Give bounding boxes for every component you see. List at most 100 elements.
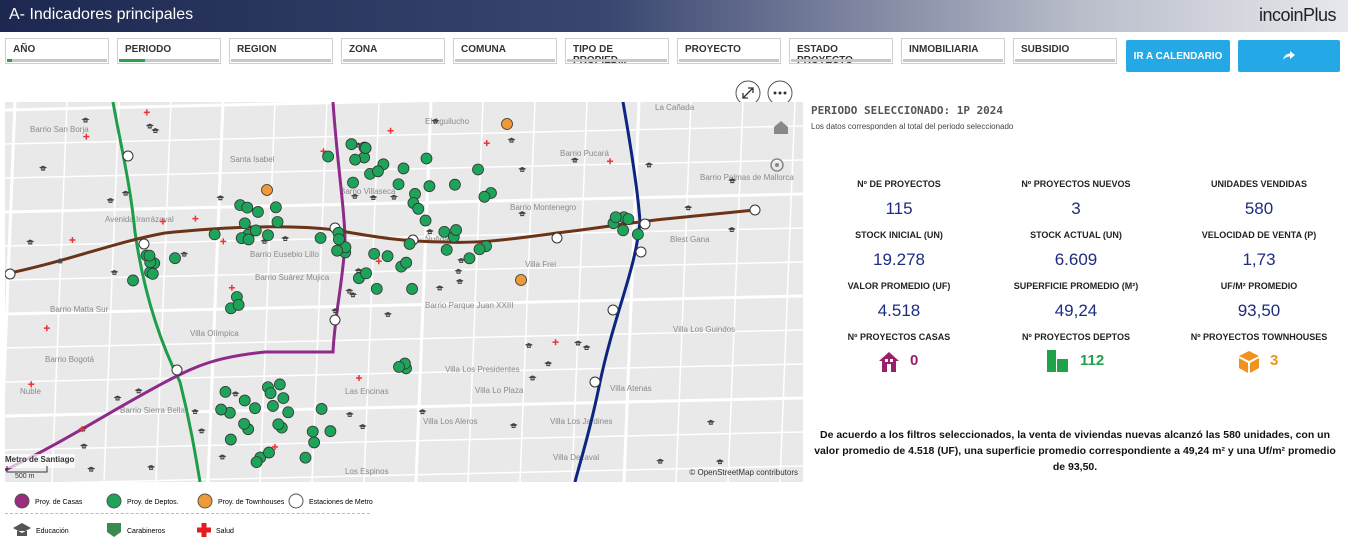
school-icon <box>656 458 665 464</box>
filter-dropdown[interactable]: REGION <box>229 38 333 64</box>
filter-dropdown[interactable]: TIPO DE PROPIED... <box>565 38 669 66</box>
map[interactable]: Barrio San Borja El Aguilucho La Cañada San… <box>5 102 803 482</box>
project-marker <box>349 153 362 166</box>
school-icon <box>345 288 354 294</box>
kpi-value: 115 <box>885 199 913 218</box>
map-label: Villa Los Presidentes <box>445 365 520 374</box>
filter-dropdown[interactable]: ESTADO PROYECTO <box>789 38 893 66</box>
filter-dropdown[interactable]: AÑO <box>5 38 109 64</box>
street <box>5 192 803 214</box>
map-label: Villa Los Aleros <box>423 417 478 426</box>
project-marker <box>440 243 453 256</box>
school-icon <box>81 117 90 123</box>
project-marker <box>632 228 644 241</box>
calendar-button[interactable]: IR A CALENDARIO <box>1126 40 1230 72</box>
project-marker <box>397 162 410 175</box>
project-marker <box>449 178 461 191</box>
kpi-label: Nº PROYECTOS NUEVOS <box>1021 179 1131 189</box>
metro-station <box>329 314 341 326</box>
map-label: La Cañada <box>655 103 695 112</box>
filter-label: ESTADO PROYECTO <box>797 44 853 66</box>
kpi-label: UNIDADES VENDIDAS <box>1210 179 1307 189</box>
project-marker <box>412 202 425 215</box>
count-icon <box>1046 349 1070 373</box>
school-icon <box>110 269 119 275</box>
health-icon <box>192 215 199 222</box>
project-marker <box>277 392 290 404</box>
street <box>675 102 692 482</box>
legend-label: Educación <box>36 528 69 535</box>
project-marker <box>208 228 221 241</box>
school-icon <box>570 157 579 163</box>
legend-swatch <box>288 493 304 509</box>
map-label: Nuble <box>20 387 41 396</box>
filter-dropdown[interactable]: INMOBILIARIA <box>901 38 1005 64</box>
school-icon <box>358 424 367 430</box>
count-value: 112 <box>1080 352 1105 369</box>
street <box>206 102 225 482</box>
project-marker <box>262 229 274 242</box>
legend-swatch <box>197 493 213 509</box>
school-icon <box>706 419 715 425</box>
project-marker <box>273 378 286 391</box>
school-icon <box>145 123 154 129</box>
map-label: Barrio Eusebio Lillo <box>250 250 319 259</box>
project-marker <box>403 238 416 250</box>
filter-dropdown[interactable]: PERIODO <box>117 38 221 64</box>
icon <box>1047 350 1068 372</box>
count-icon <box>877 349 901 373</box>
map-label: Villa Dezaval <box>553 453 599 462</box>
school-icon <box>113 395 122 401</box>
school-icon <box>218 454 227 460</box>
legend-label: Proy. de Deptos. <box>127 499 179 506</box>
legend-divider <box>5 513 370 514</box>
project-marker <box>249 402 261 415</box>
count-value: 0 <box>910 352 919 369</box>
street <box>5 102 427 112</box>
filter-label: TIPO DE PROPIED... <box>573 44 626 66</box>
filter-dropdown[interactable]: SUBSIDIO <box>1013 38 1117 64</box>
health-icon <box>159 218 166 225</box>
project-marker <box>393 360 405 373</box>
school-icon <box>231 391 240 397</box>
street <box>5 431 803 451</box>
metro-label: Metro de Santiago <box>5 455 74 464</box>
project-marker <box>617 224 630 237</box>
street <box>622 102 641 482</box>
map-label: Las Encinas <box>345 387 389 396</box>
metro-station <box>122 150 134 162</box>
period-title: PERIODO SELECCIONADO: 1P 2024 <box>811 104 1004 117</box>
legend-label: Proy. de Casas <box>35 499 83 506</box>
school-icon <box>331 308 340 314</box>
kpi-label: Nº DE PROYECTOS <box>857 179 941 189</box>
filter-label: REGION <box>237 44 277 55</box>
filter-dropdown[interactable]: ZONA <box>341 38 445 64</box>
metro-station <box>639 218 651 230</box>
school-icon <box>574 340 583 346</box>
filter-label: PROYECTO <box>685 44 741 55</box>
map-label: Villa Los Guindos <box>673 325 735 334</box>
project-marker <box>314 232 327 244</box>
health-icon <box>356 374 363 381</box>
school-icon <box>39 165 48 171</box>
project-marker <box>463 252 476 265</box>
project-marker <box>250 456 263 468</box>
kpi-value: 6.609 <box>1054 250 1098 269</box>
project-marker <box>242 233 255 246</box>
legend-swatch <box>14 493 30 509</box>
filter-dropdown[interactable]: COMUNA <box>453 38 557 64</box>
project-marker <box>263 446 275 459</box>
school-icon <box>87 466 96 472</box>
map-label: Villa Lo Plaza <box>475 386 524 395</box>
project-marker <box>392 178 405 191</box>
school-icon <box>56 258 65 264</box>
project-marker <box>146 267 159 280</box>
header: A- Indicadores principales incoinPlus <box>0 0 1348 32</box>
school-icon <box>435 285 444 291</box>
school-icon <box>528 375 537 381</box>
filter-dropdown[interactable]: PROYECTO <box>677 38 781 64</box>
icon <box>879 352 899 372</box>
share-button[interactable] <box>1238 40 1340 72</box>
project-marker <box>315 403 328 415</box>
street <box>5 294 803 316</box>
